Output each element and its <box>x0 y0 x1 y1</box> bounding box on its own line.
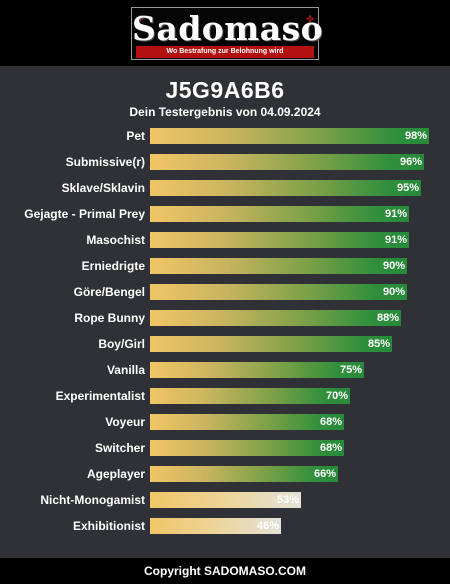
result-panel: J5G9A6B6 Dein Testergebnis von 04.09.202… <box>0 66 450 558</box>
result-bar: 95% <box>150 180 421 196</box>
result-row: Sklave/Sklavin 95% <box>0 180 450 196</box>
result-label: Boy/Girl <box>98 337 145 351</box>
result-label: Vanilla <box>106 363 145 377</box>
result-row: Ageplayer 66% <box>0 466 450 482</box>
result-percent: 90% <box>382 286 405 298</box>
bar-track: 88% <box>150 310 435 326</box>
logo-wordmark: Sadomaso <box>132 9 324 48</box>
result-bar: 88% <box>150 310 401 326</box>
bar-track: 98% <box>150 128 435 144</box>
result-bar: 68% <box>150 414 344 430</box>
result-bar: 66% <box>150 466 338 482</box>
result-label: Göre/Bengel <box>73 285 145 299</box>
result-row: Pet 98% <box>0 128 450 144</box>
sadomaso-logo[interactable]: ✤ ✤ Sadomaso Wo Bestrafung zur Belohnung… <box>131 7 324 60</box>
bar-track: 46% <box>150 518 435 534</box>
result-bar: 75% <box>150 362 364 378</box>
result-bar: 53% <box>150 492 301 508</box>
result-row: Boy/Girl 85% <box>0 336 450 352</box>
result-label: Gejagte - Primal Prey <box>24 207 145 221</box>
footer-copyright: Copyright SADOMASO.COM <box>0 558 450 584</box>
result-row: Rope Bunny 88% <box>0 310 450 326</box>
result-row: Voyeur 68% <box>0 414 450 430</box>
result-percent: 46% <box>256 520 279 532</box>
bar-track: 68% <box>150 414 435 430</box>
result-percent: 53% <box>276 494 299 506</box>
result-row: Exhibitionist 46% <box>0 518 450 534</box>
result-percent: 68% <box>319 416 342 428</box>
result-percent: 88% <box>376 312 399 324</box>
result-percent: 91% <box>384 234 407 246</box>
result-percent: 66% <box>313 468 336 480</box>
result-bar: 46% <box>150 518 281 534</box>
bar-track: 90% <box>150 258 435 274</box>
result-bar: 85% <box>150 336 392 352</box>
logo-tagline: Wo Bestrafung zur Belohnung wird <box>136 46 314 58</box>
result-row: Gejagte - Primal Prey 91% <box>0 206 450 222</box>
result-percent: 96% <box>399 156 422 168</box>
result-percent: 68% <box>319 442 342 454</box>
result-label: Switcher <box>94 441 145 455</box>
site-header: ✤ ✤ Sadomaso Wo Bestrafung zur Belohnung… <box>0 0 450 66</box>
result-row: Switcher 68% <box>0 440 450 456</box>
result-percent: 90% <box>382 260 405 272</box>
bar-track: 70% <box>150 388 435 404</box>
bar-track: 95% <box>150 180 435 196</box>
result-percent: 70% <box>325 390 348 402</box>
result-label: Submissive(r) <box>65 155 145 169</box>
result-row: Erniedrigte 90% <box>0 258 450 274</box>
bar-track: 68% <box>150 440 435 456</box>
result-label: Experimentalist <box>55 389 145 403</box>
bar-track: 91% <box>150 232 435 248</box>
result-bar: 91% <box>150 206 409 222</box>
result-label: Ageplayer <box>86 467 145 481</box>
result-row: Submissive(r) 96% <box>0 154 450 170</box>
result-row: Vanilla 75% <box>0 362 450 378</box>
result-label: Rope Bunny <box>74 311 145 325</box>
result-label: Voyeur <box>105 415 145 429</box>
result-bar: 96% <box>150 154 424 170</box>
result-bar: 68% <box>150 440 344 456</box>
result-label: Pet <box>126 129 145 143</box>
result-percent: 98% <box>404 130 427 142</box>
result-bar: 98% <box>150 128 429 144</box>
result-label: Erniedrigte <box>81 259 145 273</box>
result-percent: 85% <box>367 338 390 350</box>
bar-track: 53% <box>150 492 435 508</box>
ornament-right-icon: ✤ <box>306 14 314 24</box>
result-bar: 90% <box>150 258 407 274</box>
bar-track: 66% <box>150 466 435 482</box>
result-percent: 95% <box>396 182 419 194</box>
bar-track: 90% <box>150 284 435 300</box>
bar-track: 91% <box>150 206 435 222</box>
result-title: J5G9A6B6 <box>165 77 285 103</box>
result-label: Sklave/Sklavin <box>61 181 145 195</box>
result-row: Nicht-Monogamist 53% <box>0 492 450 508</box>
result-bar: 91% <box>150 232 409 248</box>
result-bar: 70% <box>150 388 350 404</box>
result-row: Masochist 91% <box>0 232 450 248</box>
result-label: Nicht-Monogamist <box>40 493 145 507</box>
result-label: Masochist <box>86 233 145 247</box>
ornament-left-icon: ✤ <box>136 14 144 24</box>
result-row: Experimentalist 70% <box>0 388 450 404</box>
result-percent: 91% <box>384 208 407 220</box>
bar-track: 75% <box>150 362 435 378</box>
bar-track: 85% <box>150 336 435 352</box>
result-subtitle: Dein Testergebnis von 04.09.2024 <box>129 105 321 119</box>
result-row: Göre/Bengel 90% <box>0 284 450 300</box>
result-percent: 75% <box>339 364 362 376</box>
bar-track: 96% <box>150 154 435 170</box>
result-bar: 90% <box>150 284 407 300</box>
result-label: Exhibitionist <box>73 519 145 533</box>
